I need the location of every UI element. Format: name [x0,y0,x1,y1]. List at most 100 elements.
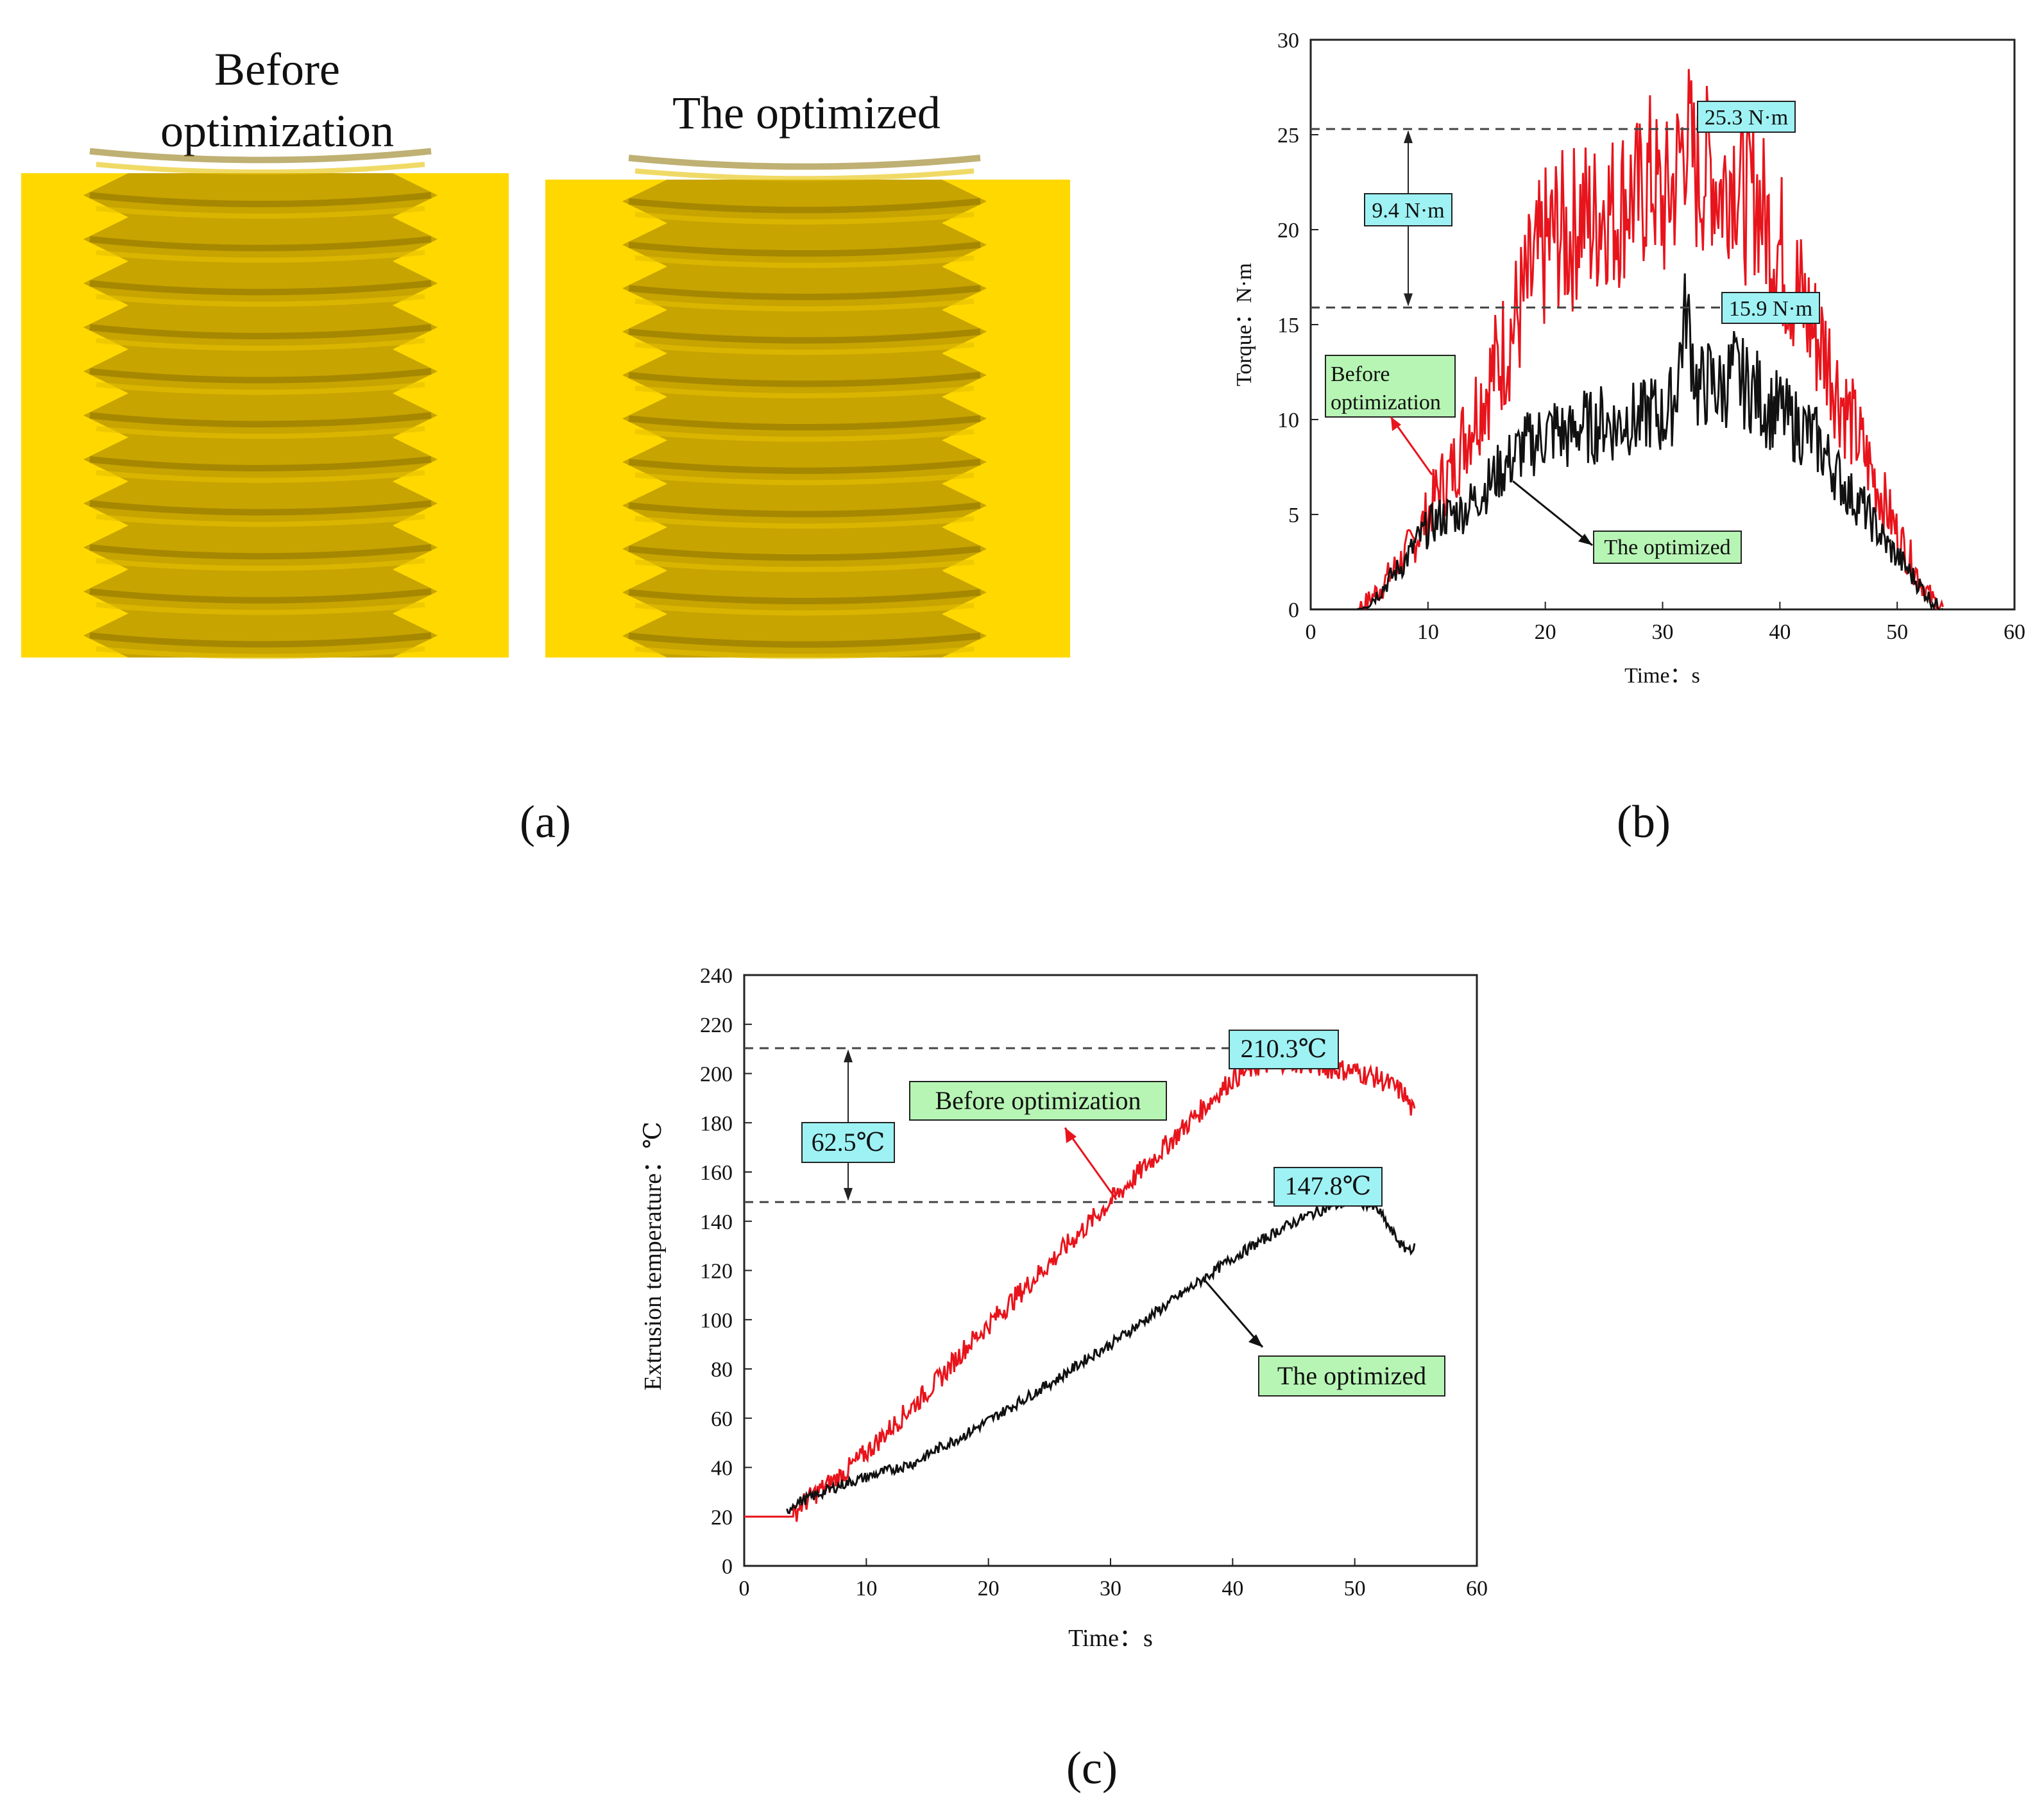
torque-series-optimized [1311,273,1944,609]
temperature-y-axis-label: Extrusion temperature：℃ [640,1121,667,1390]
torque-legend-optimized-label: The optimized [1604,536,1730,559]
temperature-max-before-label: 210.3℃ [1241,1034,1327,1063]
x-tick-label: 40 [1769,620,1791,644]
temperature-legend-before-label: Before optimization [935,1086,1141,1115]
panel-a-title-after: The optimized [672,87,941,139]
thread-highlight [634,472,975,486]
y-tick-label: 30 [1277,29,1299,53]
y-tick-label: 25 [1277,124,1299,148]
temperature-legend-optimized-arrowhead [1248,1334,1263,1347]
y-tick-label: 15 [1277,314,1299,337]
temperature-difference-box [801,1122,895,1163]
thread-groove [628,155,981,170]
thread-highlight [96,602,425,615]
temperature-legend-before-arrow [1064,1127,1118,1200]
y-tick-label: 120 [700,1260,733,1284]
thread-image-before [21,148,509,659]
torque-series-before [1311,69,1944,609]
thread-body [622,180,987,658]
x-tick-label: 60 [2004,620,2025,644]
y-tick-label: 60 [711,1407,733,1431]
temperature-x-axis-label: Time：s [1068,1625,1153,1652]
torque-legend-before-box [1325,355,1456,418]
panel-a-title-before-line2: optimization [160,105,394,157]
thread-highlight [634,298,975,312]
thread-highlight [96,205,425,219]
thread-groove [628,633,981,648]
temperature-legend-before-arrowhead [1065,1128,1077,1143]
x-tick-label: 30 [1652,620,1674,644]
torque-chart: 0 10 20 30 40 50 60 0 5 10 15 20 25 30 25.3 N·m 15.9 … [1232,29,2025,847]
x-tick-label: 60 [1466,1577,1488,1601]
temperature-legend-optimized-box [1258,1355,1445,1397]
thread-groove [628,502,981,518]
y-tick-label: 200 [700,1063,733,1087]
torque-difference-label: 9.4 N·m [1372,199,1444,223]
thread-highlight [634,212,975,225]
thread-highlight [96,250,425,263]
thread-groove [89,324,432,339]
thread-groove [628,545,981,561]
y-tick-label: 100 [700,1309,733,1332]
thread-highlight [96,558,425,571]
thread-highlight [96,382,425,395]
temperature-chart: 0 10 20 30 40 50 60 0 20 40 60 80 100 120 140 160 180 200… [640,964,1488,1794]
x-tick-label: 0 [739,1577,750,1601]
thread-highlight [96,470,425,483]
torque-x-axis-label: Time：s [1624,664,1700,688]
difference-arrowhead-bottom [844,1187,853,1201]
thread-groove [89,148,432,164]
x-tick-label: 40 [1222,1577,1243,1601]
x-tick-label: 30 [1100,1577,1121,1601]
thread-highlight [634,386,975,398]
temperature-difference-label: 62.5℃ [812,1128,885,1157]
panel-a-label: (a) [520,796,571,847]
temperature-series-optimized [786,1194,1416,1515]
thread-groove [89,500,432,516]
torque-legend-optimized-arrowhead [1578,534,1592,545]
temperature-legend-optimized-label: The optimized [1277,1361,1426,1390]
temperature-legend-optimized-arrow [1204,1280,1264,1348]
thread-groove [628,459,981,474]
x-tick-label: 50 [1344,1577,1366,1601]
torque-ticks: 0 10 20 30 40 50 60 0 5 10 15 20 25 30 [1277,29,2025,644]
temperature-max-optimized-label: 147.8℃ [1285,1171,1372,1200]
y-tick-label: 20 [1277,219,1299,242]
x-tick-label: 10 [1417,620,1439,644]
torque-y-axis-label: Torque：N·m [1232,263,1256,386]
y-tick-label: 10 [1277,409,1299,432]
thread-groove [628,241,981,257]
thread-highlight [634,255,975,268]
thread-groove [628,371,981,387]
thread-groove [628,589,981,604]
temperature-max-before-box [1229,1030,1339,1069]
thread-groove [89,632,432,648]
torque-difference-box [1364,193,1452,226]
thread-highlight [96,646,425,659]
y-tick-label: 40 [711,1457,733,1481]
thread-groove [628,198,981,214]
torque-legend-optimized-arrow [1512,480,1593,547]
temperature-plot-frame [743,974,1478,1567]
y-tick-label: 20 [711,1506,733,1529]
y-tick-label: 5 [1288,504,1299,527]
torque-max-before-box [1697,101,1796,133]
torque-plot-frame [1309,38,2016,611]
thread-highlight [96,514,425,527]
thread-highlight [634,559,975,572]
thread-groove [89,588,432,604]
thread-highlight [634,168,975,182]
x-tick-label: 20 [978,1577,1000,1601]
thread-highlight [96,337,425,351]
difference-arrowhead-top [1404,130,1413,144]
thread-highlight [634,602,975,616]
thread-highlight [634,429,975,442]
panel-a: Before optimization The optimized (a) [21,44,1070,847]
y-tick-label: 160 [700,1161,733,1185]
torque-legend-optimized-box [1593,531,1742,564]
thread-groove [89,192,432,208]
x-tick-label: 20 [1535,620,1556,644]
thread-highlight [634,646,975,659]
thread-highlight [96,426,425,439]
y-tick-label: 80 [711,1358,733,1382]
